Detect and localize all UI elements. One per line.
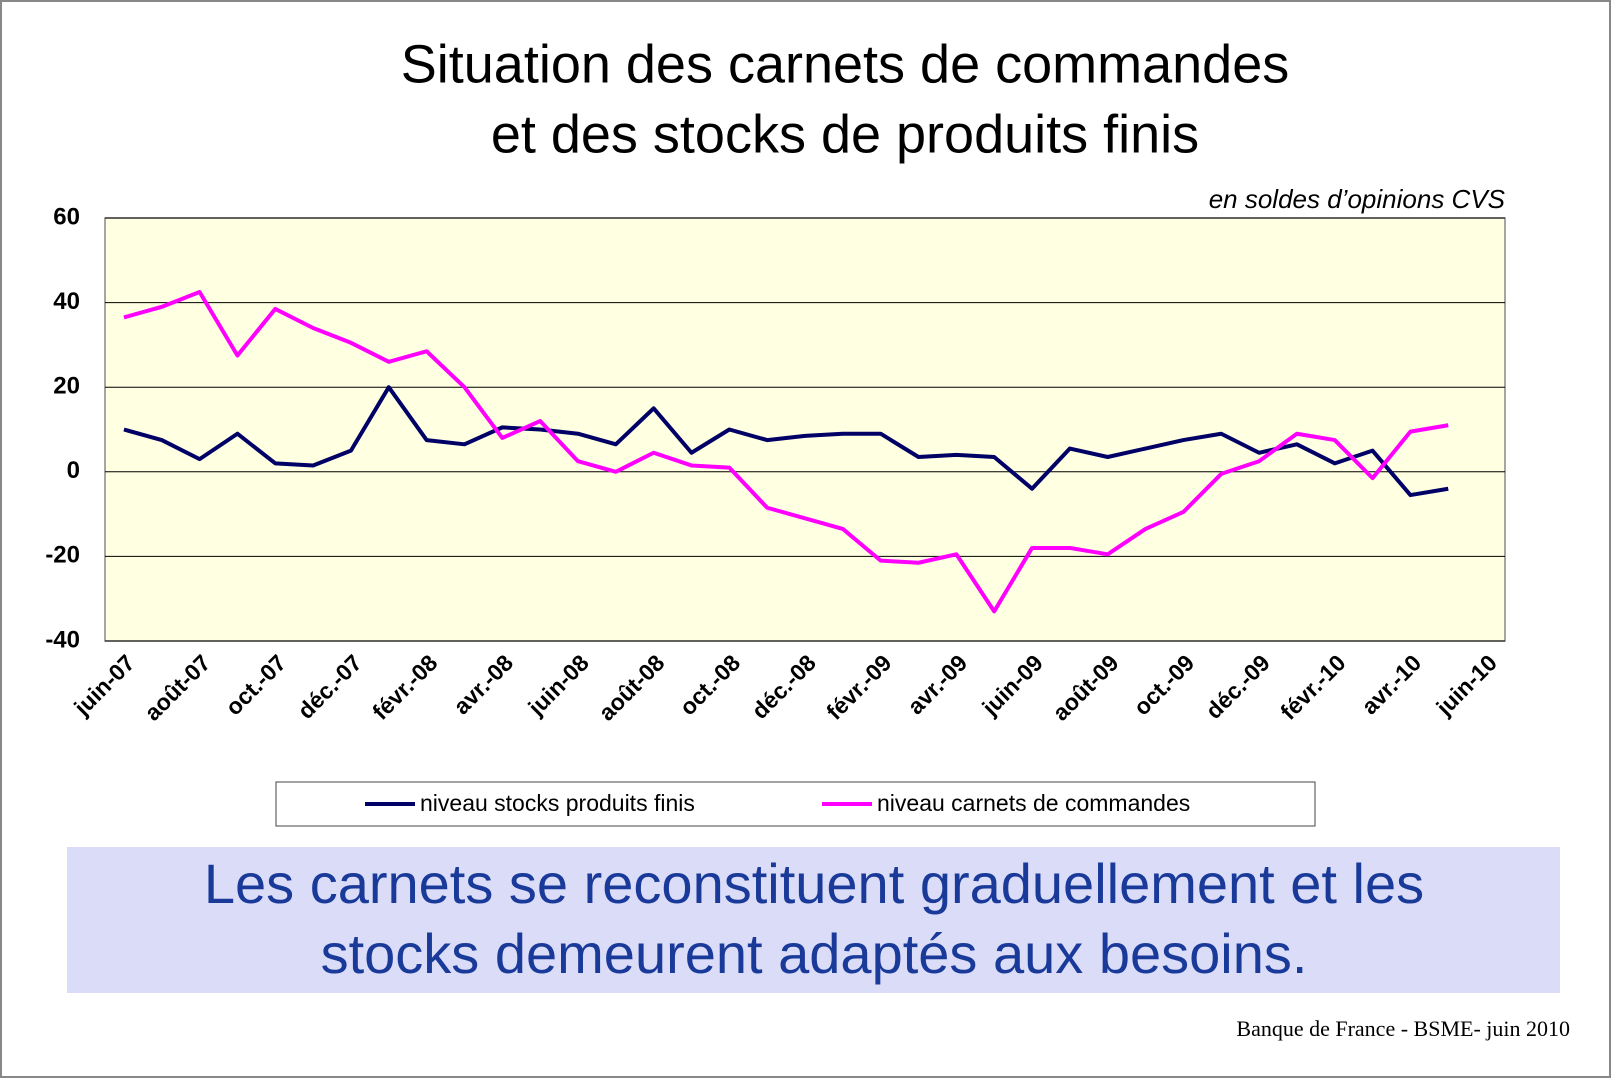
y-tick-label: -40	[45, 626, 80, 653]
footer: Banque de France - BSME- juin 2010	[1236, 1016, 1570, 1041]
y-tick-label: 0	[67, 457, 80, 484]
legend	[275, 781, 1316, 827]
annotation: Les carnets se reconstituent graduelleme…	[204, 852, 1424, 915]
chart-subtitle: en soldes d’opinions CVS	[1209, 184, 1506, 214]
y-tick-label: 20	[53, 373, 80, 400]
y-tick-label: 60	[53, 203, 80, 230]
line-series	[123, 385, 1449, 498]
y-tick-label: -20	[45, 542, 80, 569]
annotation-box	[67, 847, 1560, 993]
line-series	[123, 290, 1449, 614]
legend-label: niveau carnets de commandes	[877, 790, 1190, 816]
chart-title: Situation des carnets de commandes	[401, 34, 1290, 94]
plot-area	[104, 217, 1506, 642]
y-tick-label: 40	[53, 288, 80, 315]
legend-label: niveau stocks produits finis	[420, 790, 695, 816]
chart-title: et des stocks de produits finis	[491, 104, 1199, 164]
annotation: stocks demeurent adaptés aux besoins.	[321, 922, 1308, 985]
